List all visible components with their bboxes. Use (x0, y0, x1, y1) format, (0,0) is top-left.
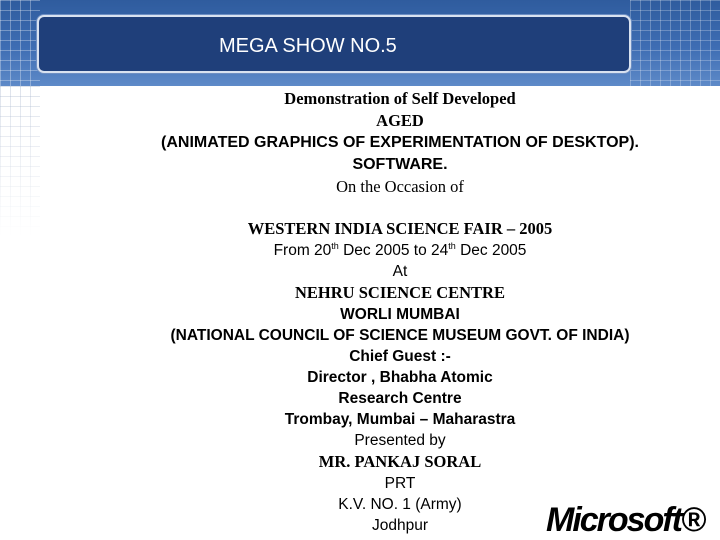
aged-full-line: (ANIMATED GRAPHICS OF EXPERIMENTATION OF… (161, 134, 639, 151)
slide-body: Demonstration of Self Developed AGED (AN… (110, 88, 690, 536)
spacer (110, 198, 690, 218)
header-grid-pattern-left (0, 0, 40, 230)
date-mid: Dec 2005 to 24 (338, 242, 449, 259)
council-line: (NATIONAL COUNCIL OF SCIENCE MUSEUM GOVT… (170, 327, 630, 344)
date-line: From 20th Dec 2005 to 24th Dec 2005 (110, 240, 690, 261)
research-line: Research Centre (338, 390, 462, 407)
date-from: From 20 (273, 242, 332, 259)
grid-pattern-fade (0, 86, 40, 236)
microsoft-logo: Microsoft® (546, 501, 706, 539)
demo-line: Demonstration of Self Developed (284, 89, 516, 108)
date-to-sup: th (448, 240, 456, 251)
director-line: Director , Bhabha Atomic (307, 369, 493, 386)
presented-by-line: Presented by (354, 432, 446, 449)
trombay-line: Trombay, Mumbai – Maharastra (284, 411, 516, 428)
venue-line: NEHRU SCIENCE CENTRE (295, 283, 505, 302)
city-line: WORLI MUMBAI (340, 306, 460, 323)
presenter-line: MR. PANKAJ SORAL (318, 452, 482, 471)
title-box: MEGA SHOW NO.5 (37, 15, 631, 73)
at-line: At (392, 263, 408, 280)
school-line: K.V. NO. 1 (Army) (338, 496, 462, 513)
chief-guest-line: Chief Guest :- (349, 348, 451, 365)
header-grid-pattern-right (630, 0, 720, 86)
occasion-line: On the Occasion of (336, 177, 464, 196)
date-from-sup: th (331, 240, 339, 251)
designation-line: PRT (384, 475, 416, 492)
fair-line: WESTERN INDIA SCIENCE FAIR – 2005 (247, 219, 553, 238)
slide-title: MEGA SHOW NO.5 (219, 35, 397, 57)
date-suffix: Dec 2005 (455, 242, 527, 259)
software-line: SOFTWARE. (352, 156, 448, 173)
place-line: Jodhpur (371, 517, 428, 534)
aged-line: AGED (376, 111, 424, 130)
